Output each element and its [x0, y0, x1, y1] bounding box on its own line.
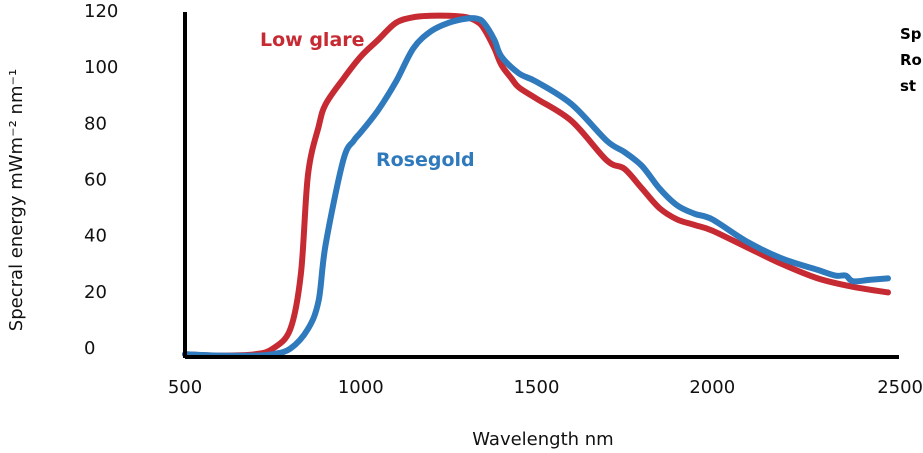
annotation-line-3: st: [900, 77, 916, 95]
y-tick-label: 60: [84, 170, 107, 191]
y-tick-label: 0: [84, 338, 95, 359]
annotation-line-1: Sp: [900, 25, 922, 43]
annotation-line-2: Ro: [900, 51, 922, 69]
x-tick-label: 500: [168, 377, 202, 398]
x-tick-label: 2500: [877, 377, 923, 398]
y-tick-label: 40: [84, 226, 107, 247]
y-tick-label: 80: [84, 113, 107, 134]
x-tick-label: 1000: [338, 377, 384, 398]
y-tick-labels: 0 20 40 60 80 100 120: [84, 1, 118, 359]
y-tick-label: 100: [84, 57, 118, 78]
series-label-rosegold: Rosegold: [376, 149, 475, 171]
x-tick-labels: 500 1000 1500 2000 2500: [168, 377, 923, 398]
series-lines: [182, 12, 891, 359]
series-line-rosegold: [182, 15, 891, 359]
x-tick-label: 1500: [514, 377, 560, 398]
x-tick-label: 2000: [689, 377, 735, 398]
series-line-low-glare: [182, 12, 891, 359]
y-axis-title: Specral energy mWm⁻² nm⁻¹: [6, 69, 27, 331]
y-tick-label: 120: [84, 1, 118, 22]
x-axis-title: Wavelength nm: [472, 429, 613, 450]
y-tick-label: 20: [84, 282, 107, 303]
series-label-low-glare: Low glare: [260, 29, 365, 51]
